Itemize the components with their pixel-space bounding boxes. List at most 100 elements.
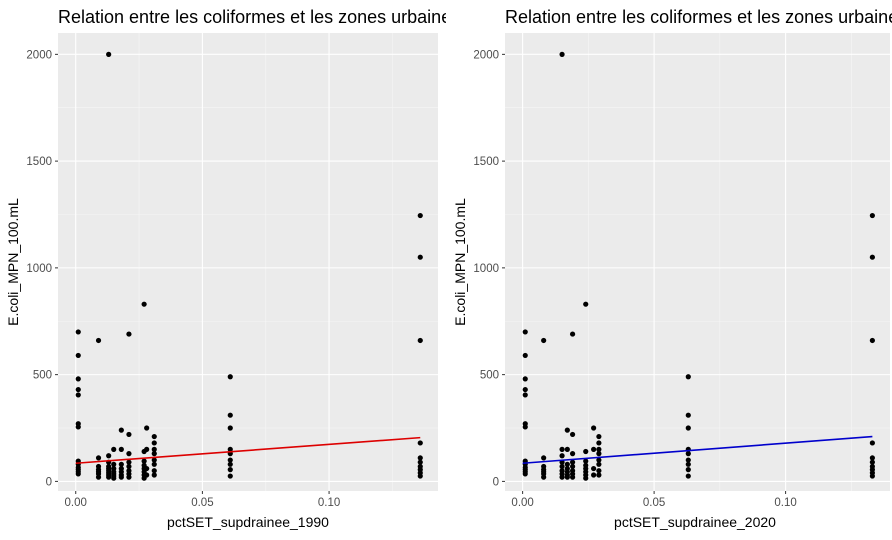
data-point xyxy=(685,457,691,463)
data-point xyxy=(522,352,528,359)
data-point xyxy=(564,474,570,480)
data-point xyxy=(111,461,117,467)
data-point xyxy=(126,474,132,480)
data-point xyxy=(596,461,602,467)
data-point xyxy=(75,424,81,430)
data-point xyxy=(564,446,570,452)
data-point xyxy=(541,455,547,461)
data-point xyxy=(591,465,597,472)
data-point xyxy=(569,474,576,480)
y-tick-label: 1000 xyxy=(26,263,52,275)
data-point xyxy=(596,433,602,440)
data-point xyxy=(227,473,233,479)
data-point xyxy=(569,331,576,337)
y-tick-label: 1000 xyxy=(473,263,499,275)
data-point xyxy=(106,474,112,480)
data-point xyxy=(417,455,423,461)
y-tick-label: 2000 xyxy=(473,49,499,61)
data-point xyxy=(417,254,423,260)
data-point xyxy=(118,427,124,433)
x-tick-label: 0.05 xyxy=(191,497,213,509)
data-point xyxy=(227,461,233,467)
data-point xyxy=(118,461,124,467)
scatter-points xyxy=(75,51,423,481)
y-tick-label: 1500 xyxy=(473,156,499,168)
data-point xyxy=(151,433,157,440)
grid-lines xyxy=(58,33,438,491)
data-point xyxy=(227,412,233,418)
x-tick-label: 0.05 xyxy=(643,497,665,509)
x-axis-label: pctSET_supdrainee_2020 xyxy=(614,514,776,530)
scatter-panel-2020: 0 500 1000 1500 2000 0.00 0.05 0.10 Relation e… xyxy=(452,7,892,530)
data-point xyxy=(685,451,691,457)
data-point xyxy=(583,301,589,307)
data-point xyxy=(591,425,597,431)
data-point xyxy=(95,455,102,461)
data-point xyxy=(869,459,875,465)
data-point xyxy=(559,474,565,480)
data-point xyxy=(569,459,576,465)
data-point xyxy=(141,458,147,464)
data-point xyxy=(151,440,157,446)
data-point xyxy=(685,473,691,479)
data-point xyxy=(75,376,81,382)
data-point xyxy=(118,446,124,452)
data-point xyxy=(869,440,875,446)
data-point xyxy=(559,453,565,459)
data-point xyxy=(144,465,150,472)
data-point xyxy=(522,392,528,398)
regression-line xyxy=(75,436,421,465)
data-point xyxy=(685,467,691,473)
data-point xyxy=(559,463,565,470)
data-point xyxy=(151,461,157,467)
data-point xyxy=(106,453,112,459)
data-point xyxy=(75,392,81,398)
data-point xyxy=(144,425,150,431)
data-point xyxy=(596,440,602,446)
data-point xyxy=(151,472,157,478)
data-point xyxy=(126,463,132,470)
data-point xyxy=(559,446,565,452)
data-point xyxy=(869,212,875,219)
data-point xyxy=(564,461,570,467)
data-point xyxy=(227,374,233,380)
data-point xyxy=(151,468,157,474)
y-tick-label: 1500 xyxy=(26,156,52,168)
data-point xyxy=(569,431,576,438)
data-point xyxy=(583,458,589,464)
data-point xyxy=(417,337,423,344)
y-tick-label: 500 xyxy=(480,370,499,382)
x-tick-label: 0.00 xyxy=(65,497,87,509)
data-point xyxy=(75,386,81,393)
data-point xyxy=(869,254,875,260)
data-point xyxy=(541,337,547,344)
regression-line xyxy=(522,435,873,465)
data-point xyxy=(583,448,589,455)
data-point xyxy=(559,51,565,57)
y-tick-label: 500 xyxy=(33,370,52,382)
data-point xyxy=(417,440,423,446)
trend-line xyxy=(522,435,873,465)
y-axis-ticks: 0 500 1000 1500 2000 xyxy=(26,49,58,488)
data-point xyxy=(522,424,528,430)
grid-lines xyxy=(505,33,890,491)
data-point xyxy=(541,474,547,480)
data-point xyxy=(111,446,117,452)
data-point xyxy=(685,461,691,467)
data-point xyxy=(141,301,147,307)
data-point xyxy=(583,475,589,481)
data-point xyxy=(685,425,691,431)
data-point xyxy=(126,459,132,465)
data-point xyxy=(522,386,528,393)
data-point xyxy=(417,212,423,219)
chart-title: Relation entre les coliformes et les zon… xyxy=(58,7,460,27)
data-point xyxy=(144,446,150,452)
data-point xyxy=(227,425,233,431)
data-point xyxy=(596,468,602,474)
scatter-panel-1990: 0 500 1000 1500 2000 0.00 0.05 0.10 Relation e… xyxy=(5,7,460,530)
chart-title: Relation entre les coliformes et les zon… xyxy=(505,7,892,27)
data-point xyxy=(75,329,81,335)
data-point xyxy=(106,51,112,57)
